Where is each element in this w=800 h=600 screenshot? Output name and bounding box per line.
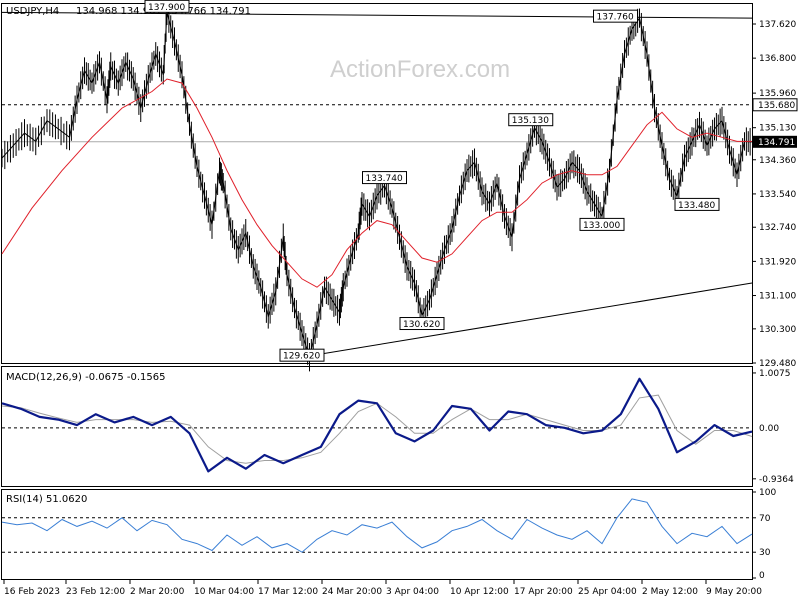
price-annotation-label: 133.000	[583, 221, 620, 231]
rsi-y-tick-label: 0	[759, 571, 765, 581]
price-y-tick-label: 131.920	[759, 257, 796, 267]
x-tick-label: 24 Mar 20:00	[322, 587, 382, 597]
rsi-y-tick-label: 70	[759, 514, 771, 524]
rsi-panel: 100 70 30 0	[1, 488, 776, 581]
price-panel-frame	[1, 3, 753, 364]
x-tick-label: 17 Apr 20:00	[514, 587, 573, 597]
price-y-tick-label: 132.740	[759, 223, 796, 233]
price-annotation-box	[508, 113, 554, 127]
time-axis: 16 Feb 2023 23 Feb 12:00 2 Mar 20:00 10 Mar…	[3, 580, 762, 597]
macd-current-label: 0.00	[759, 424, 779, 434]
price-panel: 137.620 136.800 135.960 135.130 134.360 133.5…	[1, 0, 798, 372]
price-annotation-label: 133.740	[366, 174, 403, 184]
x-tick-label: 17 Mar 12:00	[258, 587, 318, 597]
price-annotation-box	[362, 171, 407, 185]
price-y-tick-label: 134.360	[759, 156, 796, 166]
x-tick-label: 23 Feb 12:00	[66, 587, 125, 597]
price-annotation-box	[279, 348, 325, 362]
current-price-label-box	[753, 135, 797, 148]
price-y-tick-label: 137.620	[759, 20, 796, 30]
x-tick-label: 9 May 20:00	[706, 587, 762, 597]
price-y-tick-label: 131.100	[759, 292, 796, 302]
x-tick-label: 2 Mar 20:00	[130, 587, 185, 597]
x-tick-label: 10 Mar 04:00	[194, 587, 254, 597]
price-y-tick-label: 129.480	[759, 359, 796, 369]
x-tick-label: 3 Apr 04:00	[386, 587, 439, 597]
macd-title: MACD(12,26,9) -0.0675 -0.1565	[6, 372, 166, 383]
price-line	[1, 12, 753, 360]
price-annotation-box	[579, 217, 625, 231]
price-annotation-label: 129.620	[283, 352, 320, 362]
x-tick-label: 16 Feb 2023	[4, 587, 60, 597]
resistance-level-label: 135.680	[758, 101, 795, 111]
macd-line	[1, 377, 753, 473]
rsi-y-tick-label: 100	[759, 488, 776, 498]
price-annotation-box	[674, 197, 720, 211]
rsi-y-tick-label: 30	[759, 548, 771, 558]
price-annotation-box	[593, 9, 638, 23]
macd-y-tick-label: 1.0075	[759, 369, 791, 379]
rsi-title: RSI(14) 51.0620	[6, 494, 87, 505]
moving-average-line	[1, 78, 752, 288]
watermark-text: ActionForex.com	[330, 56, 510, 83]
price-annotation-label: 137.900	[148, 3, 185, 13]
price-annotation-label: 135.130	[512, 116, 549, 126]
price-annotation-box	[144, 0, 190, 13]
price-y-tick-label: 135.960	[759, 89, 796, 99]
macd-current-label-box	[753, 421, 783, 434]
x-tick-label: 10 Apr 12:00	[450, 587, 509, 597]
price-annotation-label: 130.620	[403, 320, 440, 330]
macd-panel-frame	[1, 366, 753, 487]
price-annotation-label: 137.760	[597, 13, 634, 23]
resistance-level-label-box	[752, 98, 798, 112]
price-y-tick-label: 135.130	[759, 124, 796, 134]
price-y-tick-label: 136.800	[759, 54, 796, 64]
rsi-line	[1, 498, 753, 553]
rsi-panel-frame	[1, 489, 753, 580]
price-annotation-label: 133.480	[678, 201, 715, 211]
x-tick-label: 25 Apr 04:00	[578, 587, 637, 597]
price-y-tick-label: 133.540	[759, 190, 796, 200]
trendline	[301, 282, 753, 358]
macd-y-tick-label: -0.9364	[759, 475, 794, 485]
price-annotation-box	[399, 317, 445, 331]
current-price-label: 134.791	[758, 138, 795, 148]
x-tick-label: 2 May 12:00	[642, 587, 698, 597]
price-y-tick-label: 130.300	[759, 325, 796, 335]
price-symbol: USDJPY,H4	[6, 6, 59, 17]
